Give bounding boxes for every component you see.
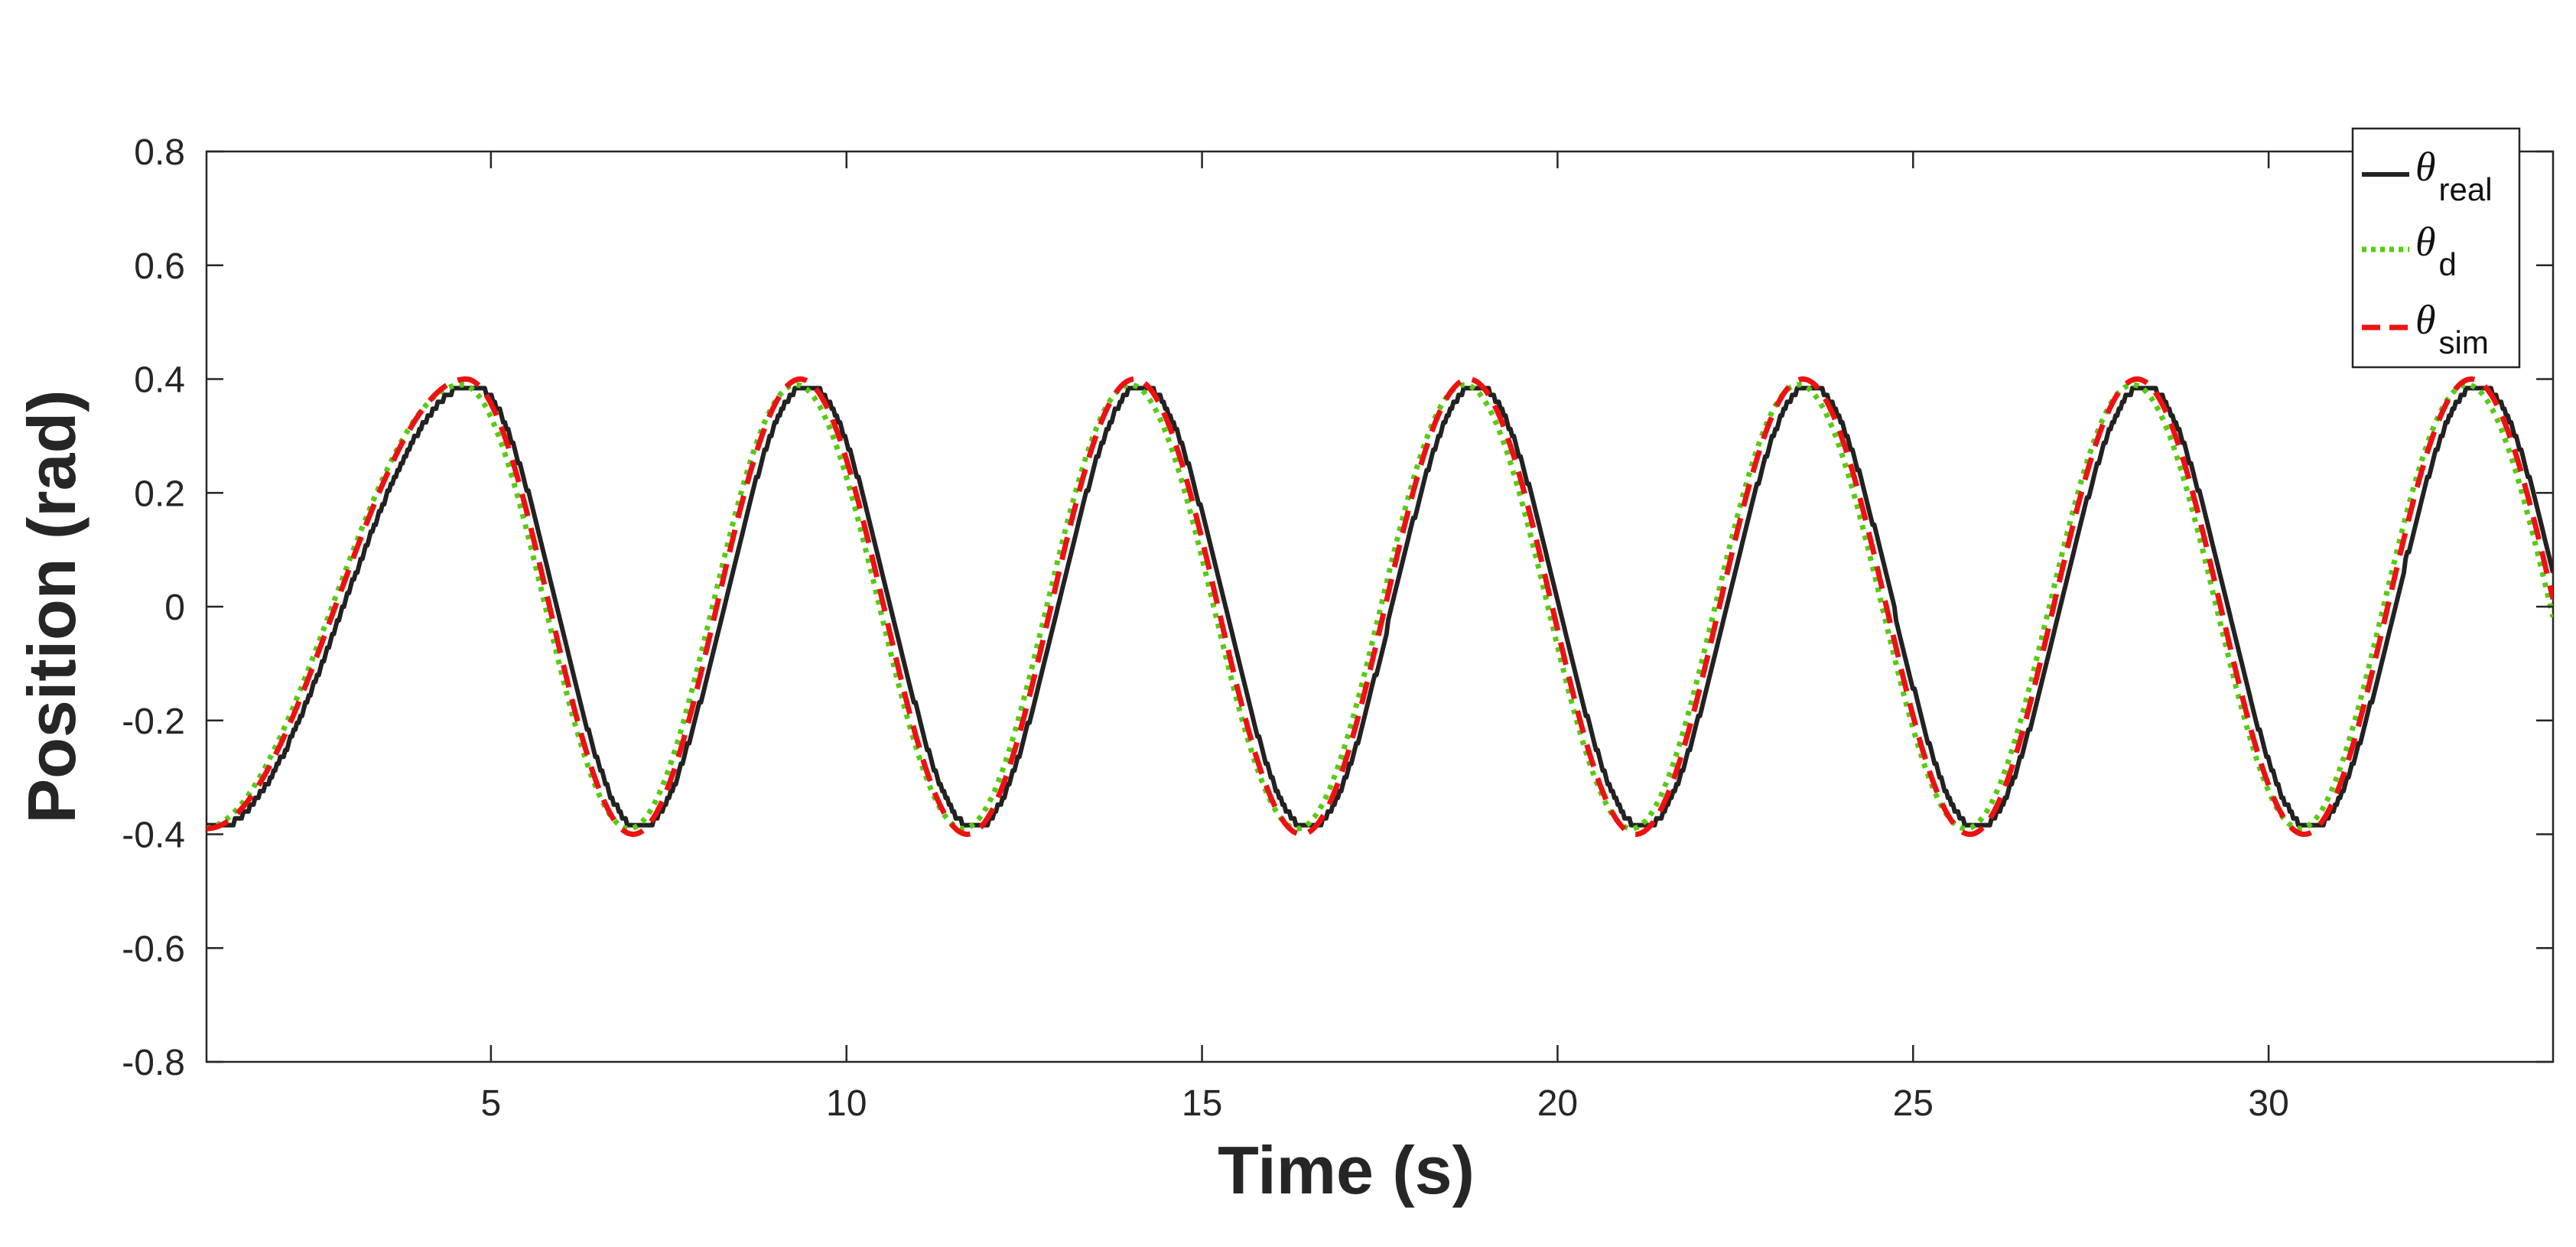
x-axis-title: Time (s) (1218, 1132, 1475, 1208)
y-tick-label: 0.6 (134, 246, 185, 287)
ticks-layer (207, 150, 2553, 1063)
series-line-d (207, 382, 2553, 832)
y-tick-label: -0.2 (122, 702, 185, 742)
y-axis-title: Position (rad) (14, 389, 89, 823)
y-tick-label: -0.8 (122, 1043, 185, 1083)
y-tick-label: -0.6 (122, 929, 185, 969)
y-tick-label: -0.4 (122, 816, 185, 856)
x-tick-labels: 5 10 15 20 25 30 (481, 1083, 2289, 1124)
x-tick-label: 15 (1182, 1083, 1222, 1124)
legend-box (2351, 127, 2521, 369)
y-tick-label: 0 (164, 588, 185, 628)
x-tick-label: 20 (1537, 1083, 1578, 1124)
axes-box (205, 150, 2555, 1063)
series-line-real (207, 386, 2553, 828)
series-line-sim (207, 376, 2553, 837)
x-tick-label: 10 (826, 1083, 867, 1124)
y-tick-labels: 0.8 0.6 0.4 0.2 0 -0.2 -0.4 -0.6 -0.8 (122, 132, 185, 1083)
plot-area (205, 150, 2555, 1063)
y-tick-label: 0.2 (134, 474, 185, 514)
y-tick-label: 0.4 (134, 360, 185, 401)
x-tick-label: 25 (1893, 1083, 1934, 1124)
series-layer (207, 376, 2553, 837)
x-tick-label: 5 (481, 1083, 502, 1124)
y-tick-label: 0.8 (134, 132, 185, 173)
x-tick-label: 30 (2248, 1083, 2288, 1124)
